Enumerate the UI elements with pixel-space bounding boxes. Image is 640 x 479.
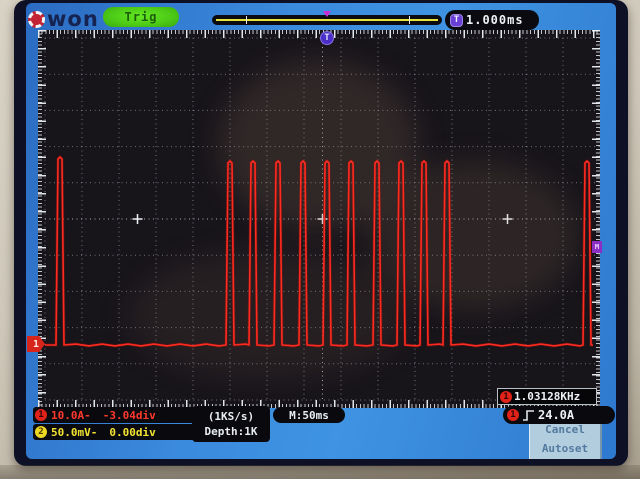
owon-gear-icon bbox=[28, 10, 45, 28]
right-level-marker: M bbox=[592, 241, 602, 253]
trigger-time-marker: T bbox=[320, 31, 334, 45]
cancel-autoset-button[interactable]: Cancel Autoset bbox=[529, 419, 602, 459]
horizontal-position-bar bbox=[212, 11, 442, 25]
ch2-offset: 0.00div bbox=[109, 425, 156, 439]
ch2-chip: 2 bbox=[35, 426, 47, 438]
ch1-chip: 1 bbox=[500, 390, 512, 403]
ch1-scale: 10.0A- bbox=[51, 408, 91, 422]
trigger-level-value: 24.0A bbox=[538, 408, 575, 422]
rising-edge-icon bbox=[523, 409, 534, 421]
main-timebase-value: M:50ms bbox=[289, 408, 329, 422]
ch1-chip: 1 bbox=[35, 409, 47, 421]
brand-logo: won bbox=[28, 7, 99, 31]
acquisition-info-box: (1KS/s) Depth:1K bbox=[192, 406, 270, 442]
cancel-autoset-line2: Autoset bbox=[541, 442, 589, 455]
main-timebase-readout: M:50ms bbox=[273, 407, 345, 423]
ch2-scale: 50.0mV- bbox=[51, 425, 98, 439]
ch1-offset: -3.04div bbox=[102, 408, 156, 422]
window-tick bbox=[409, 16, 410, 24]
ch1-waveform bbox=[45, 154, 593, 348]
trigger-position-marker-icon bbox=[323, 11, 331, 17]
record-window-line bbox=[216, 19, 438, 21]
trigger-status-label: Trig bbox=[124, 10, 158, 24]
frequency-readout: 1 1.03128KHz bbox=[497, 388, 597, 405]
ch1-status-bar: 1 10.0A- -3.04div bbox=[33, 407, 195, 423]
sample-rate: (1KS/s) bbox=[207, 410, 255, 423]
trigger-delay-readout: T 1.000ms bbox=[445, 10, 539, 30]
trigger-status-badge: Trig bbox=[103, 7, 179, 27]
trigger-t-icon: T bbox=[450, 13, 463, 27]
frequency-value: 1.03128KHz bbox=[514, 390, 581, 403]
ch2-status-bar: 2 50.0mV- 0.00div bbox=[33, 424, 195, 440]
cancel-autoset-line1: Cancel bbox=[545, 423, 585, 436]
graticule: T 1 M 1 1.03128KHz bbox=[27, 30, 602, 408]
trigger-delay-value: 1.000ms bbox=[466, 13, 524, 27]
window-tick bbox=[246, 16, 247, 24]
brand-text: won bbox=[47, 7, 99, 31]
scope-screen: won Trig T 1.000ms T 1 M bbox=[26, 3, 616, 459]
memory-depth: Depth:1K bbox=[204, 425, 258, 438]
ch1-chip: 1 bbox=[507, 409, 519, 421]
trigger-level-readout: 1 24.0A bbox=[503, 406, 615, 424]
